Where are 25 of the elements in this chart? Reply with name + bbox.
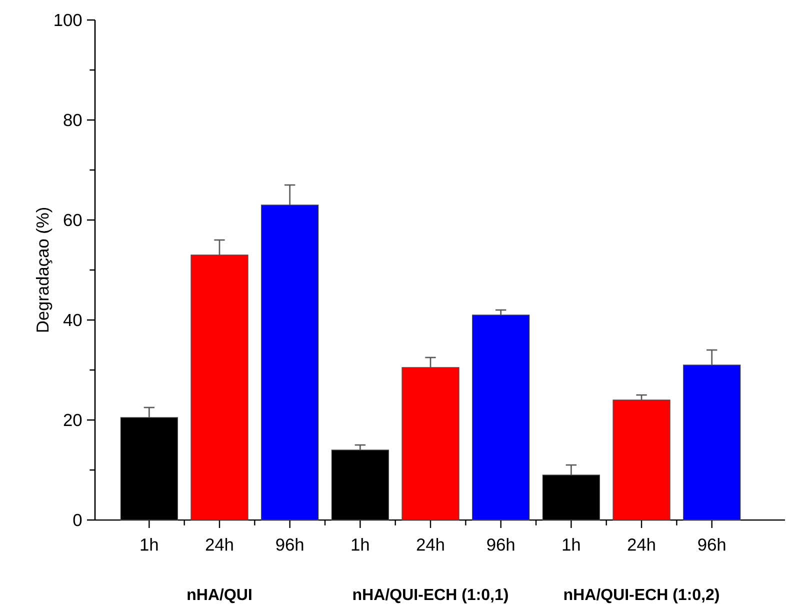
y-tick-label: 60 (64, 214, 82, 226)
x-tick-label: 1h (140, 538, 158, 551)
x-tick-label: 24h (628, 538, 655, 551)
x-tick-label: 96h (698, 538, 726, 551)
y-tick-label: 20 (64, 414, 82, 426)
text: nHA/QUI (188, 588, 252, 604)
text: nHA/QUI-ECH (1:0,1) (353, 588, 508, 604)
y-tick-label: 40 (63, 314, 82, 326)
bar (612, 400, 670, 520)
x-tick-label: 1h (562, 538, 580, 551)
y-tick-label: 80 (64, 114, 82, 126)
bar (402, 367, 460, 520)
x-tick-label: 96h (276, 538, 304, 551)
text: nHA/QUI-ECH (1:0,2) (564, 588, 719, 604)
y-axis-title: Degradaçao (%) (36, 208, 52, 332)
bar (683, 364, 741, 520)
x-tick-label: 24h (206, 538, 233, 551)
bar (472, 314, 530, 520)
x-tick-label: 96h (487, 538, 514, 551)
bar (261, 204, 319, 520)
x-tick-label: 24h (416, 538, 444, 551)
bar (190, 254, 248, 520)
y-tick-label: 0 (73, 514, 82, 526)
y-tick-label: 100 (54, 14, 82, 26)
x-tick-label: 1h (352, 538, 369, 551)
